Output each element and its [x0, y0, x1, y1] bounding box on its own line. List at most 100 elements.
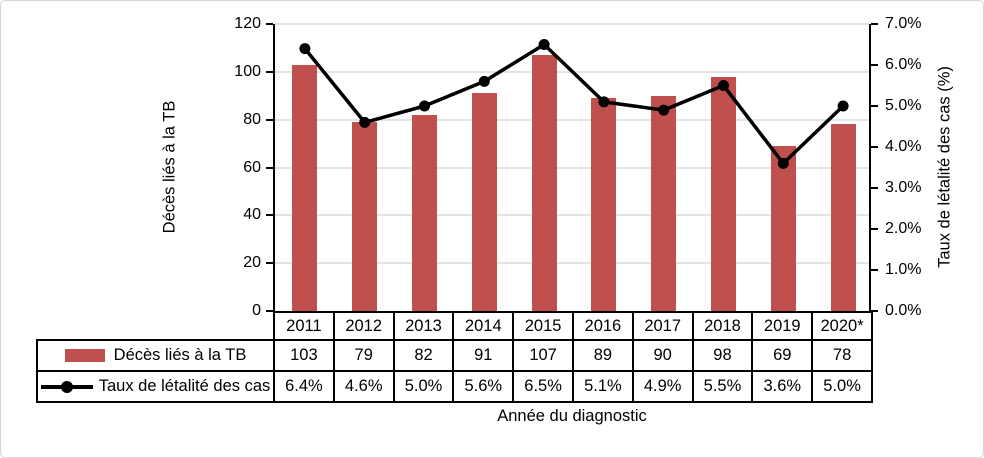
left-axis-tick [266, 23, 273, 25]
value-cell: 103 [273, 339, 335, 372]
right-axis-tick [871, 105, 878, 107]
value-cell: 79 [332, 339, 395, 372]
year-cell: 2020* [811, 311, 873, 341]
right-axis-tick [871, 64, 878, 66]
value-cell: 6.5% [512, 370, 574, 403]
left-axis-tick-label: 120 [234, 15, 261, 32]
right-axis-tick [871, 187, 878, 189]
right-axis-tick-label: 1.0% [885, 261, 922, 278]
left-axis-tick [266, 70, 273, 73]
bar-2012 [352, 122, 378, 311]
year-cell: 2013 [392, 311, 455, 341]
bar-2013 [412, 114, 437, 311]
left-axis-tick [266, 166, 273, 169]
left-axis-tick-label: 100 [234, 62, 261, 80]
year-cell: 2018 [691, 311, 754, 341]
data-point-marker-2015 [538, 39, 550, 50]
value-cell: 6.4% [273, 370, 335, 403]
year-cell: 2016 [571, 311, 634, 341]
gridline [275, 214, 869, 217]
year-cell: 2015 [512, 311, 574, 341]
gridline [275, 262, 869, 265]
line-legend-marker-icon [40, 380, 93, 394]
value-cell: 3.6% [751, 370, 814, 403]
bar-2011 [292, 64, 318, 311]
line-path [303, 42, 845, 166]
left-axis-tick-label: 60 [243, 158, 261, 176]
bar-2014 [471, 93, 497, 311]
left-axis-tick [266, 214, 273, 217]
bar-2017 [651, 95, 677, 311]
data-point-marker-2011 [299, 43, 311, 55]
right-axis-tick-label: 5.0% [885, 97, 922, 114]
left-axis-tick-label: 80 [243, 110, 261, 128]
right-axis-tick-label: 2.0% [885, 220, 922, 237]
series-name: Décès liés à la TB [113, 346, 247, 364]
line-series [299, 39, 849, 169]
data-point-marker-2013 [419, 100, 430, 112]
left-axis-title: Décès liés à la TB [160, 100, 179, 234]
data-point-marker-2014 [478, 75, 490, 87]
plot-area [273, 23, 871, 311]
data-point-marker-2018 [718, 80, 729, 91]
data-point-marker-2019 [777, 157, 789, 169]
right-axis-tick [871, 23, 878, 25]
value-cell: 89 [571, 339, 634, 372]
gridline [275, 118, 869, 121]
legend-cell-rate: Taux de létalité des cas [36, 370, 275, 403]
bar-2015 [531, 55, 557, 311]
value-cell: 4.6% [332, 370, 395, 403]
left-axis-tick [266, 118, 273, 121]
legend-cell-deaths: Décès liés à la TB [36, 339, 275, 372]
year-cell: 2019 [751, 311, 814, 341]
year-cell: 2012 [332, 311, 395, 341]
data-table: 2011 2012 2013 2014 2015 2016 2017 2018 2019 2020… [36, 311, 873, 403]
data-point-marker-2012 [359, 116, 371, 128]
data-point-marker-2020* [837, 100, 849, 112]
left-axis-tick [266, 262, 273, 265]
value-cell: 5.5% [691, 370, 754, 403]
year-cell: 2011 [273, 311, 335, 341]
value-cell: 107 [512, 339, 574, 372]
data-point-marker-2017 [658, 104, 670, 116]
value-cell: 5.0% [392, 370, 455, 403]
year-cell: 2017 [631, 311, 694, 341]
series-name: Taux de létalité des cas [98, 377, 271, 395]
right-axis-title: Taux de létalité des cas (%) [935, 66, 954, 268]
value-cell: 69 [751, 339, 814, 372]
right-axis-tick-label: 6.0% [885, 56, 922, 73]
right-axis-tick [871, 146, 878, 148]
right-axis-tick [871, 269, 878, 271]
value-cell: 5.6% [452, 370, 515, 403]
bar-2018 [711, 76, 736, 311]
left-axis-tick-label: 20 [243, 254, 261, 272]
value-cell: 90 [631, 339, 694, 372]
value-cell: 91 [452, 339, 515, 372]
bar-2019 [770, 145, 796, 311]
bar-2016 [591, 98, 617, 311]
gridline [275, 23, 869, 25]
right-axis-tick-label: 0.0% [885, 302, 922, 319]
right-axis-tick-label: 3.0% [885, 179, 922, 196]
right-axis-tick [871, 310, 878, 312]
right-axis-tick-label: 4.0% [885, 138, 922, 155]
gridline [275, 166, 869, 169]
data-table-body: 2011 2012 2013 2014 2015 2016 2017 2018 2019 2020… [36, 311, 873, 403]
x-axis-title: Année du diagnostic [497, 407, 647, 425]
value-cell: 4.9% [631, 370, 694, 403]
value-cell: 5.1% [571, 370, 634, 403]
right-axis-tick [871, 228, 878, 230]
value-cell: 98 [691, 339, 754, 372]
bar-legend-swatch [64, 349, 105, 363]
data-point-marker-2016 [598, 96, 610, 108]
left-axis-tick-label: 40 [243, 206, 261, 224]
bar-2020* [830, 124, 856, 311]
value-cell: 82 [392, 339, 455, 372]
value-cell: 5.0% [811, 370, 873, 403]
year-cell: 2014 [452, 311, 515, 341]
value-cell: 78 [811, 339, 873, 372]
left-axis-tick-label: 0 [252, 302, 261, 319]
left-axis-tick [266, 310, 273, 312]
right-axis-tick-label: 7.0% [885, 15, 922, 32]
